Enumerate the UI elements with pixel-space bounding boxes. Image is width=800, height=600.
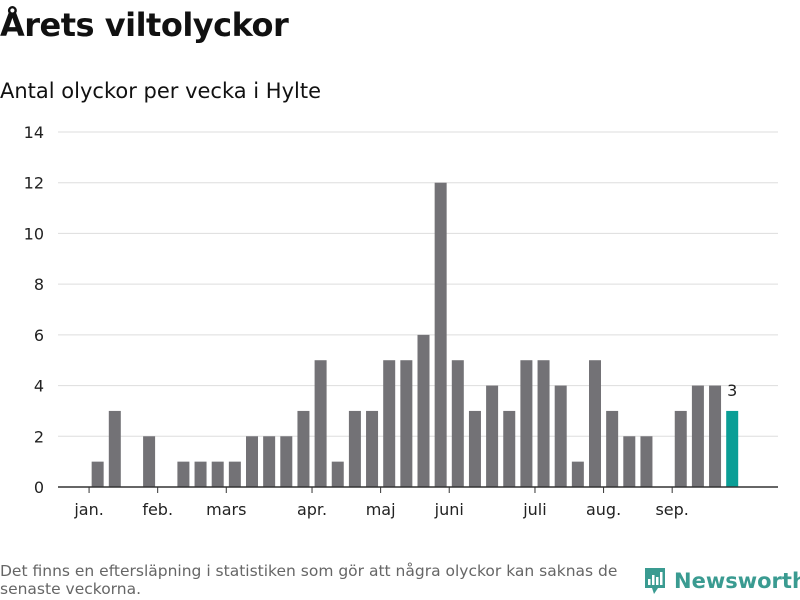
bar: [537, 360, 550, 487]
y-tick-label: 6: [34, 326, 44, 345]
bar: [177, 461, 190, 487]
y-tick-label: 4: [34, 377, 44, 396]
bar: [486, 385, 499, 487]
bar-chart: 0 2 4 6 8 10 12 14 3 jan. feb. mars apr. maj juni juli a…: [24, 123, 778, 519]
bar: [571, 461, 584, 487]
bar-latest-week: [726, 410, 739, 487]
x-tick-label: juli: [522, 500, 546, 519]
x-tick-label: mars: [206, 500, 246, 519]
brand-logo[interactable]: Newsworthy: [643, 566, 800, 596]
x-tick-label: jan.: [73, 500, 103, 519]
bar: [520, 360, 533, 487]
x-tick-label: sep.: [655, 500, 688, 519]
x-tick-label: feb.: [142, 500, 173, 519]
data-label-latest: 3: [727, 381, 737, 400]
chart-title: Årets viltolyckor: [0, 6, 289, 44]
y-tick-label: 12: [24, 174, 44, 193]
bar: [246, 436, 258, 487]
footnote: Det finns en eftersläpning i statistiken…: [0, 562, 618, 598]
bar: [211, 461, 224, 487]
bar: [143, 436, 156, 487]
bar: [108, 410, 121, 487]
bar: [297, 410, 310, 487]
bar: [263, 436, 276, 487]
bar: [417, 334, 430, 487]
y-tick-label: 14: [24, 123, 44, 142]
bar: [280, 436, 293, 487]
bar: [348, 410, 361, 487]
bar: [674, 410, 687, 487]
y-tick-label: 0: [34, 478, 44, 497]
y-tick-label: 2: [34, 427, 44, 446]
bar: [623, 436, 636, 487]
bar: [194, 461, 207, 487]
bar: [589, 360, 601, 487]
bar: [640, 436, 653, 487]
bar: [554, 385, 567, 487]
x-tick-label: maj: [366, 500, 396, 519]
x-tick-label: apr.: [297, 500, 327, 519]
bar: [400, 360, 413, 487]
bar: [503, 410, 516, 487]
x-tick-label: aug.: [586, 500, 621, 519]
newsworthy-logo-icon: [645, 568, 665, 594]
x-tick-label: juni: [434, 500, 464, 519]
brand-name: Newsworthy: [674, 569, 800, 593]
bar: [434, 182, 447, 487]
bar: [383, 360, 396, 487]
bar: [331, 461, 344, 487]
chart-subtitle: Antal olyckor per vecka i Hylte: [0, 79, 322, 103]
bar: [709, 385, 722, 487]
bar: [451, 360, 464, 487]
y-tick-label: 10: [24, 224, 44, 243]
bar: [366, 410, 379, 487]
bar: [91, 461, 104, 487]
bar: [468, 410, 481, 487]
y-tick-label: 8: [34, 275, 44, 294]
bar: [314, 360, 327, 487]
bar: [691, 385, 704, 487]
bar: [606, 410, 619, 487]
bar: [228, 461, 241, 487]
